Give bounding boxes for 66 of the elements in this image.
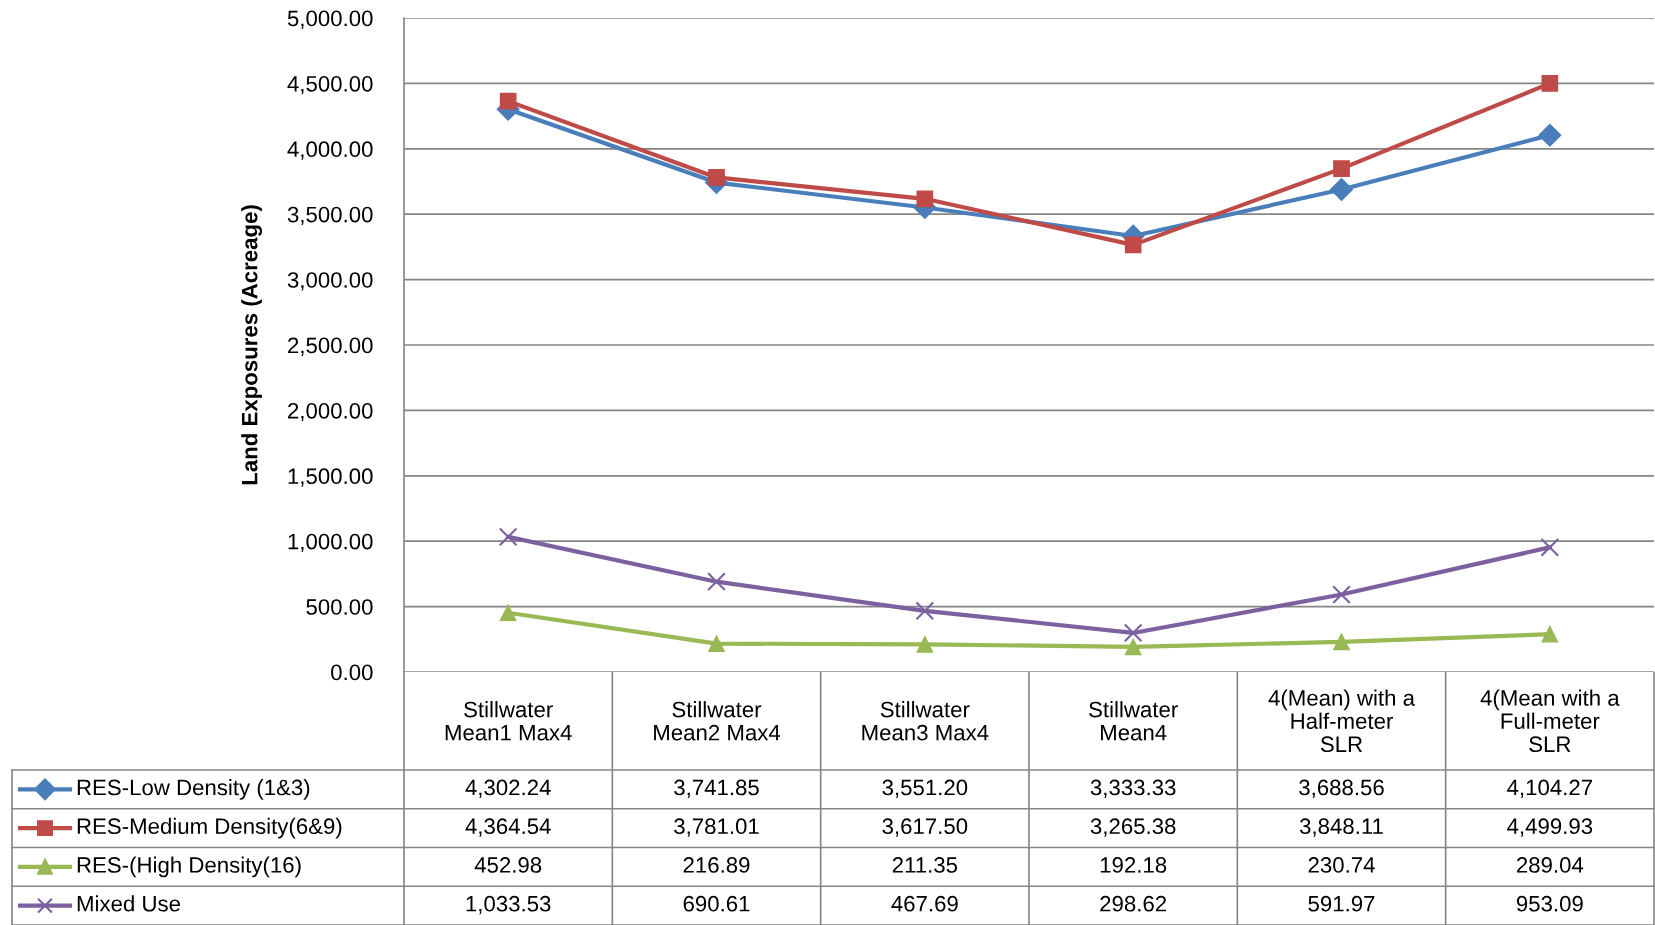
point: [1333, 633, 1350, 651]
y-tick-label: 2,000.00: [288, 402, 373, 422]
data-label: 3,333.33: [1090, 779, 1176, 798]
y-axis-title: Land Exposures (Acreage): [241, 205, 262, 485]
data-label: 3,848.11: [1299, 818, 1383, 837]
legend-label: RES-Medium Density(6&9): [77, 817, 342, 839]
data-label: 1,033.53: [466, 895, 551, 915]
point: [1124, 236, 1142, 254]
y-tick-label: 3,500.00: [287, 206, 373, 226]
data-label: 298.62: [1100, 895, 1167, 912]
data-label: 4,499.93: [1507, 818, 1593, 837]
x-tick-label: 4(Mean) with a Half-meter SLR: [1268, 689, 1415, 753]
point: [1538, 123, 1562, 147]
point: [1123, 623, 1143, 643]
y-tick-label: 0.00: [331, 664, 373, 681]
x-tick-label: 4(Mean with a Full-meter SLR: [1480, 689, 1620, 753]
point: [708, 169, 725, 186]
y-tick-label: 1,000.00: [288, 533, 373, 553]
point: [1124, 638, 1142, 656]
x-tick-label: Stillwater Mean2 Max4: [654, 701, 781, 741]
data-label: 3,688.56: [1299, 779, 1384, 798]
point: [708, 635, 725, 652]
y-tick-label: 2,500.00: [288, 337, 373, 356]
y-tick-label: 500.00: [306, 599, 373, 615]
data-label: 953.09: [1516, 895, 1583, 912]
data-label: 467.69: [891, 895, 958, 912]
point: [1330, 178, 1353, 202]
data-label: 3,617.50: [882, 818, 968, 837]
data-label: 4,302.24: [465, 779, 551, 798]
data-label: 4,104.27: [1507, 779, 1592, 798]
legend-label: RES-(High Density(16): [77, 856, 301, 878]
point: [1541, 625, 1559, 643]
point: [1333, 160, 1350, 178]
point: [499, 604, 517, 622]
point: [707, 572, 726, 592]
point: [1540, 537, 1560, 557]
data-label: 690.61: [683, 895, 750, 912]
point: [916, 636, 934, 653]
data-label: 216.89: [683, 857, 750, 873]
data-label: 3,741.85: [674, 779, 759, 798]
legend-label: RES-Low Density (1&3): [77, 779, 310, 800]
point: [916, 190, 934, 208]
point: [1332, 585, 1351, 604]
data-label: 211.35: [892, 857, 958, 873]
data-label: 230.74: [1308, 857, 1375, 873]
point: [498, 527, 518, 547]
data-label: 192.18: [1100, 857, 1167, 873]
data-label: 4,364.54: [465, 818, 551, 837]
data-label: 3,551.20: [882, 779, 968, 798]
y-tick-label: 1,500.00: [288, 468, 373, 487]
point: [915, 601, 935, 621]
point: [499, 92, 517, 110]
point: [1541, 75, 1559, 92]
data-label: 3,781.01: [674, 818, 759, 837]
data-label: 3,265.38: [1090, 818, 1176, 837]
data-label: 591.97: [1308, 895, 1375, 912]
data-label: 452.98: [474, 857, 542, 873]
y-tick-label: 4,500.00: [287, 75, 373, 95]
x-tick-label: Stillwater Mean4: [1089, 701, 1178, 741]
x-tick-label: Stillwater Mean1 Max4: [445, 701, 572, 741]
x-tick-label: Stillwater Mean3 Max4: [862, 701, 989, 741]
y-tick-label: 5,000.00: [287, 10, 373, 29]
y-tick-label: 4,000.00: [287, 141, 373, 160]
y-tick-label: 3,000.00: [287, 272, 373, 291]
legend-label: Mixed Use: [77, 895, 180, 912]
data-label: 289.04: [1516, 857, 1584, 873]
